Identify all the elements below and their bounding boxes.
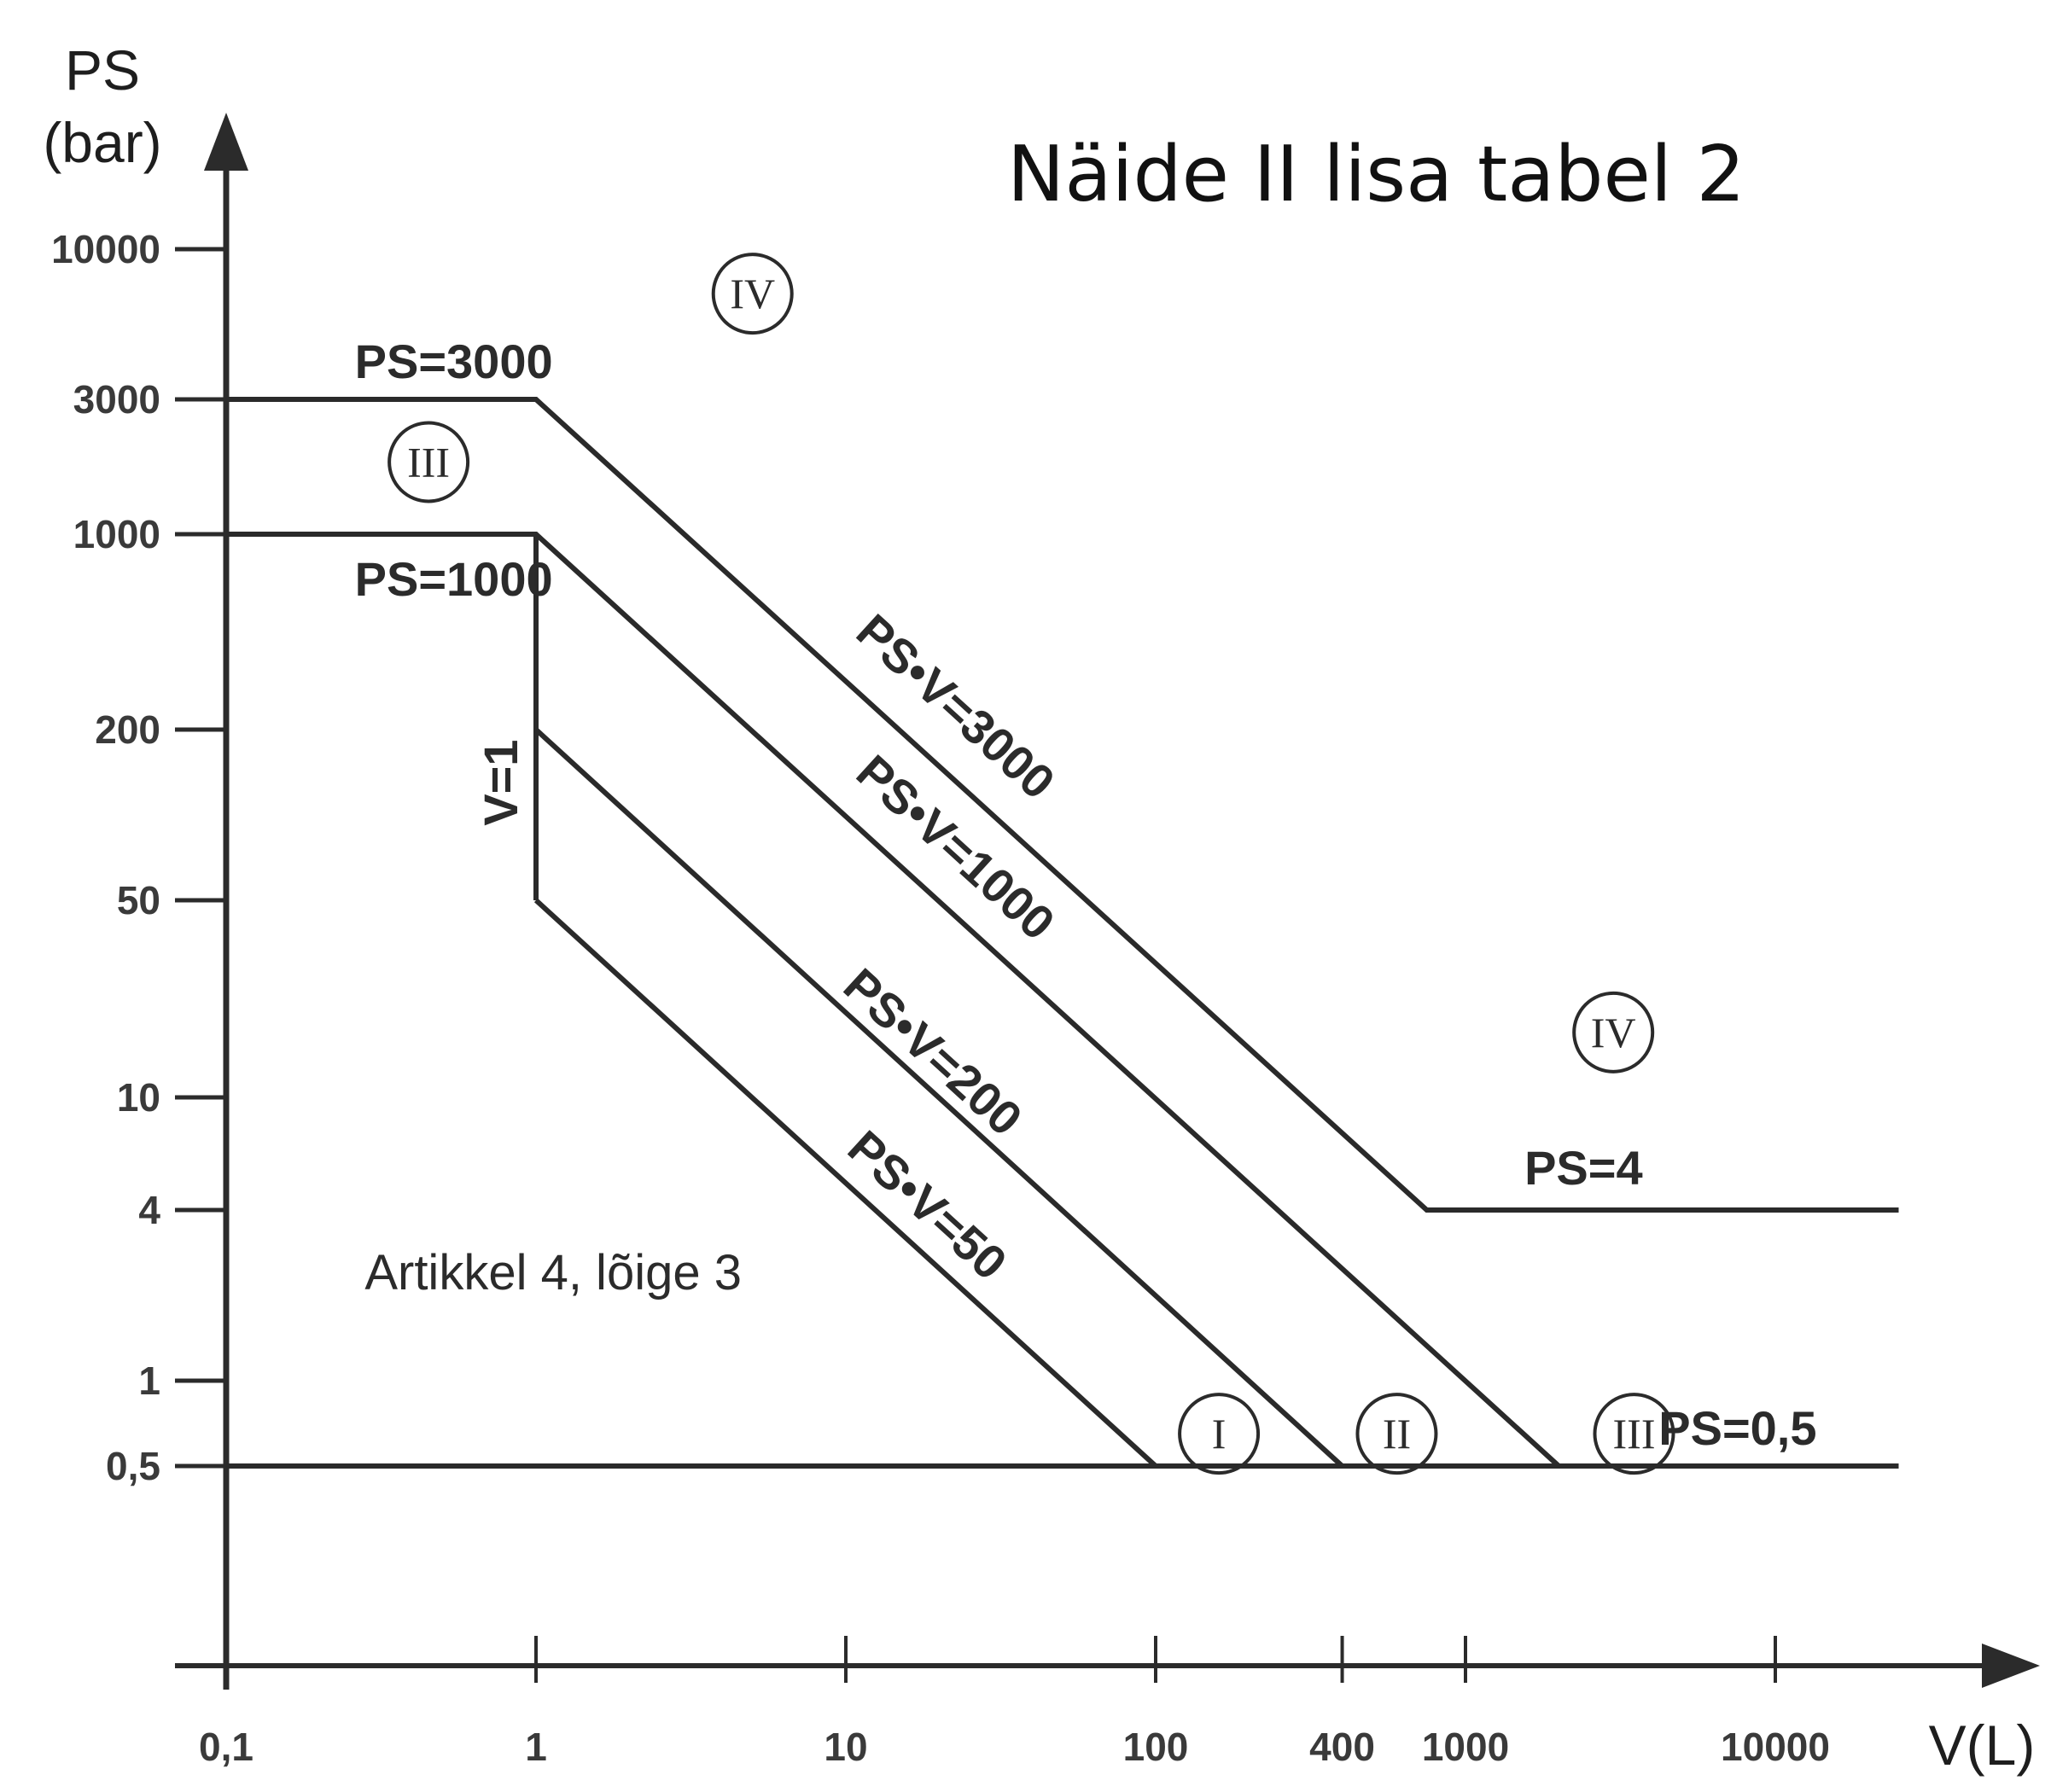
y-tick-label-3000: 3000 bbox=[73, 377, 160, 422]
category-marker-ii-5: II bbox=[1355, 1393, 1438, 1475]
annotation-ps-3000: PS=3000 bbox=[355, 335, 553, 388]
y-tick-label-1: 1 bbox=[138, 1359, 160, 1403]
category-marker-label: III bbox=[1613, 1410, 1656, 1457]
annotation-ps-v-200: PS•V=200 bbox=[834, 957, 1033, 1145]
category-marker-circle bbox=[711, 253, 794, 335]
x-tick-label-10: 10 bbox=[824, 1725, 867, 1769]
category-marker-label: IV bbox=[1591, 1009, 1636, 1056]
category-marker-circle bbox=[1593, 1393, 1675, 1475]
category-marker-label: IV bbox=[730, 270, 775, 317]
category-marker-iii-6: III bbox=[1593, 1393, 1675, 1475]
y-tick-label-1000: 1000 bbox=[73, 512, 160, 556]
x-axis-label: V(L) bbox=[1929, 1713, 2036, 1777]
chart-title: Näide II lisa tabel 2 bbox=[1007, 130, 1745, 219]
y-axis-label-line2: (bar) bbox=[43, 111, 161, 174]
category-marker-i-4: I bbox=[1178, 1393, 1261, 1475]
x-tick-label-1000: 1000 bbox=[1422, 1725, 1509, 1769]
y-tick-label-0-5: 0,5 bbox=[106, 1444, 160, 1488]
annotation-ps-0-5: PS=0,5 bbox=[1658, 1401, 1816, 1455]
y-tick-label-10: 10 bbox=[117, 1075, 160, 1120]
x-tick-label-100: 100 bbox=[1123, 1725, 1189, 1769]
boundary-line-1 bbox=[226, 397, 1899, 1213]
category-marker-iii-2: III bbox=[387, 421, 470, 503]
x-tick-label-0-1: 0,1 bbox=[199, 1725, 253, 1769]
boundary-line-5 bbox=[533, 898, 1158, 1469]
annotation-ps-4: PS=4 bbox=[1524, 1141, 1643, 1195]
ticks: 0,5 1 4 10 50 200 1000 3000 10000 0,1 1 10 100 400 100… bbox=[51, 227, 1830, 1769]
category-marker-circle bbox=[1178, 1393, 1261, 1475]
y-tick-label-200: 200 bbox=[95, 707, 160, 752]
y-axis-arrowhead bbox=[204, 113, 248, 171]
category-marker-label: I bbox=[1212, 1410, 1227, 1457]
x-tick-label-10000: 10000 bbox=[1721, 1725, 1830, 1769]
category-marker-label: III bbox=[407, 438, 450, 486]
y-axis-label-line1: PS bbox=[65, 38, 140, 102]
category-marker-label: II bbox=[1383, 1410, 1411, 1457]
annotation-v-1: V=1 bbox=[474, 740, 527, 826]
category-marker-circle bbox=[1572, 991, 1655, 1073]
x-axis-arrowhead bbox=[1982, 1644, 2040, 1688]
x-tick-label-400: 400 bbox=[1309, 1725, 1375, 1769]
category-marker-circle bbox=[1355, 1393, 1438, 1475]
series bbox=[226, 397, 1899, 1469]
category-marker-circle bbox=[387, 421, 470, 503]
y-tick-label-50: 50 bbox=[117, 878, 160, 922]
annotation-ps-1000: PS=1000 bbox=[355, 552, 553, 606]
category-marker-iv-1: IV bbox=[711, 253, 794, 335]
category-marker-iv-3: IV bbox=[1572, 991, 1655, 1073]
axes bbox=[175, 113, 2040, 1690]
y-tick-label-10000: 10000 bbox=[51, 227, 160, 271]
x-tick-label-1: 1 bbox=[525, 1725, 547, 1769]
y-tick-label-4: 4 bbox=[138, 1188, 160, 1232]
annotation-artikkel-4-l-ige-3: Artikkel 4, lõige 3 bbox=[364, 1245, 742, 1300]
boundary-line-4 bbox=[533, 727, 1344, 1469]
